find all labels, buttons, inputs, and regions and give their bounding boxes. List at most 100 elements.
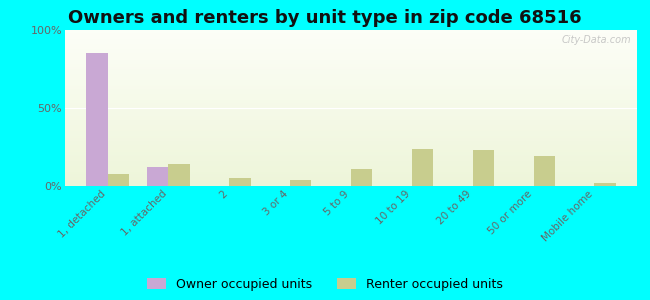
Bar [65, 147, 637, 148]
Bar [65, 166, 637, 167]
Bar [65, 108, 637, 110]
Bar [65, 63, 637, 64]
Bar [65, 134, 637, 136]
Bar [65, 55, 637, 56]
Bar [65, 114, 637, 116]
Bar [65, 160, 637, 161]
Bar [65, 178, 637, 180]
Bar [65, 100, 637, 102]
Bar [65, 103, 637, 105]
Bar [65, 173, 637, 175]
Bar [65, 85, 637, 86]
Bar [65, 181, 637, 183]
Bar [65, 116, 637, 117]
Bar [65, 102, 637, 103]
Bar [65, 139, 637, 141]
Bar [65, 106, 637, 108]
Bar [65, 94, 637, 95]
Bar [65, 35, 637, 36]
Bar [65, 183, 637, 184]
Bar [65, 86, 637, 88]
Bar [65, 117, 637, 119]
Bar [65, 72, 637, 74]
Bar [65, 69, 637, 70]
Bar [412, 148, 433, 186]
Bar [534, 156, 555, 186]
Bar [65, 95, 637, 97]
Bar [65, 172, 637, 173]
Bar [290, 180, 311, 186]
Bar [65, 155, 637, 156]
Bar [65, 131, 637, 133]
Bar [65, 38, 637, 39]
Bar [65, 83, 637, 85]
Bar [65, 177, 637, 178]
Bar [65, 53, 637, 55]
Bar [65, 153, 637, 155]
Bar [65, 113, 637, 114]
Bar [65, 121, 637, 122]
Bar [65, 30, 637, 31]
Bar [65, 52, 637, 53]
Bar [65, 150, 637, 152]
Bar [65, 60, 637, 61]
Bar [65, 50, 637, 52]
Bar [65, 152, 637, 153]
Bar [65, 136, 637, 138]
Bar [65, 36, 637, 38]
Bar [65, 138, 637, 139]
Bar [65, 64, 637, 66]
Bar [65, 163, 637, 164]
Bar [65, 133, 637, 134]
Bar [65, 46, 637, 47]
Bar [65, 70, 637, 72]
Bar [65, 161, 637, 163]
Bar [65, 175, 637, 177]
Bar [65, 110, 637, 111]
Bar [65, 58, 637, 60]
Bar [65, 169, 637, 170]
Bar [65, 49, 637, 50]
Bar [65, 68, 637, 69]
Bar [65, 33, 637, 35]
Bar [473, 150, 494, 186]
Bar [65, 125, 637, 127]
Bar [65, 97, 637, 99]
Bar [65, 78, 637, 80]
Bar [168, 164, 190, 186]
Bar [65, 105, 637, 106]
Bar [65, 158, 637, 160]
Bar [65, 80, 637, 82]
Bar [65, 148, 637, 150]
Bar [65, 74, 637, 75]
Bar [65, 75, 637, 77]
Bar [65, 56, 637, 58]
Bar [65, 82, 637, 83]
Bar [65, 146, 637, 147]
Legend: Owner occupied units, Renter occupied units: Owner occupied units, Renter occupied un… [148, 278, 502, 291]
Bar [229, 178, 251, 186]
Bar [86, 53, 108, 186]
Text: City-Data.com: City-Data.com [562, 35, 631, 45]
Bar [65, 180, 637, 181]
Bar [65, 32, 637, 33]
Bar [65, 170, 637, 172]
Bar [65, 41, 637, 43]
Bar [65, 167, 637, 169]
Bar [65, 142, 637, 144]
Bar [594, 183, 616, 186]
Bar [65, 111, 637, 113]
Bar [65, 91, 637, 92]
Bar [65, 39, 637, 41]
Bar [108, 173, 129, 186]
Bar [65, 44, 637, 46]
Bar [65, 130, 637, 131]
Bar [65, 128, 637, 130]
Bar [65, 47, 637, 49]
Bar [65, 66, 637, 68]
Bar [65, 77, 637, 78]
Bar [65, 122, 637, 124]
Bar [65, 88, 637, 89]
Bar [65, 124, 637, 125]
Bar [65, 99, 637, 100]
